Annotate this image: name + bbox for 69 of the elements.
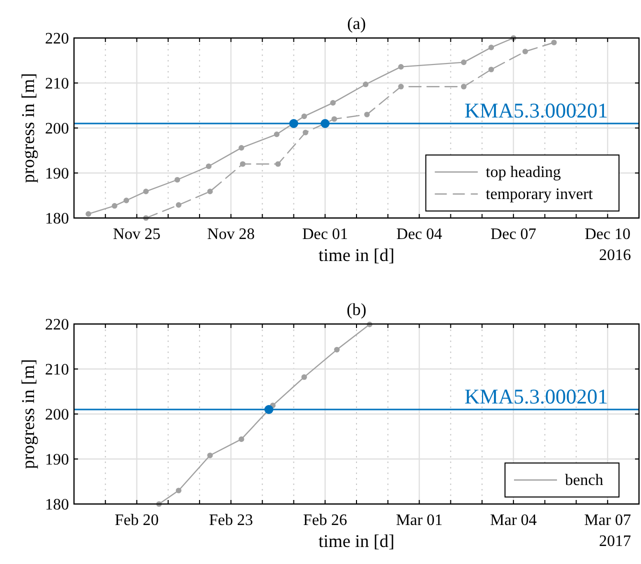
x-tick-label: Dec 04 bbox=[396, 226, 442, 243]
point bbox=[86, 211, 92, 217]
y-tick-label: 190 bbox=[45, 166, 69, 182]
chart-title: (b) bbox=[346, 300, 366, 319]
x-tick-label: Nov 25 bbox=[112, 226, 161, 243]
y-tick-label: 180 bbox=[45, 496, 69, 514]
x-tick-label: Mar 04 bbox=[490, 512, 537, 529]
x-tick-label: Dec 10 bbox=[584, 226, 630, 243]
point bbox=[112, 203, 118, 209]
y-tick-label: 200 bbox=[45, 406, 69, 424]
point bbox=[206, 163, 212, 170]
y-tick-label: 210 bbox=[45, 362, 69, 378]
point bbox=[289, 119, 298, 128]
point bbox=[301, 114, 307, 120]
point bbox=[522, 48, 528, 54]
chart-title: (a) bbox=[347, 14, 366, 33]
point bbox=[488, 44, 494, 50]
point bbox=[264, 405, 274, 414]
y-axis-title: progress in [m] bbox=[18, 359, 38, 469]
ref-line-label: KMA5.3.000201 bbox=[464, 98, 608, 122]
x-axis-title: time in [d] bbox=[318, 245, 394, 265]
point bbox=[331, 116, 338, 122]
point bbox=[330, 100, 336, 106]
point bbox=[398, 84, 404, 90]
point bbox=[143, 188, 149, 194]
point bbox=[334, 346, 340, 352]
point bbox=[364, 112, 370, 118]
legend-label: temporary invert bbox=[486, 186, 594, 203]
y-tick-label: 210 bbox=[45, 76, 69, 92]
point bbox=[460, 60, 467, 66]
point bbox=[320, 119, 330, 128]
y-tick-label: 180 bbox=[45, 210, 69, 228]
text: 2016 bbox=[599, 247, 631, 264]
point bbox=[398, 64, 404, 70]
point bbox=[124, 198, 130, 204]
point bbox=[551, 40, 557, 46]
text: 2017 bbox=[599, 533, 631, 550]
y-tick-label: 220 bbox=[45, 316, 69, 334]
y-tick-label: 220 bbox=[45, 30, 69, 48]
point bbox=[301, 374, 307, 380]
point bbox=[302, 130, 308, 136]
x-axis-title: time in [d] bbox=[318, 531, 394, 551]
point bbox=[176, 202, 182, 208]
x-tick-label: Feb 23 bbox=[208, 512, 253, 529]
legend-label: top heading bbox=[486, 164, 561, 181]
y-tick-label: 190 bbox=[45, 452, 69, 468]
y-axis-title: progress in [m] bbox=[18, 73, 38, 183]
point bbox=[488, 66, 494, 72]
x-tick-label: Dec 01 bbox=[302, 226, 348, 243]
y-tick-label: 200 bbox=[45, 120, 69, 138]
x-tick-label: Feb 26 bbox=[303, 512, 348, 529]
point bbox=[460, 84, 467, 90]
x-tick-label: Feb 20 bbox=[114, 512, 159, 529]
point bbox=[238, 145, 244, 151]
point bbox=[275, 161, 281, 167]
ref-line-label: KMA5.3.000201 bbox=[464, 384, 608, 408]
x-tick-label: Dec 07 bbox=[490, 226, 536, 243]
x-tick-label: Mar 01 bbox=[396, 512, 443, 529]
point bbox=[207, 452, 213, 458]
point bbox=[207, 188, 213, 194]
point bbox=[238, 436, 244, 442]
point bbox=[176, 488, 182, 494]
x-tick-label: Nov 28 bbox=[207, 226, 255, 243]
point bbox=[174, 176, 180, 183]
legend-label: bench bbox=[565, 472, 604, 489]
point bbox=[274, 132, 280, 138]
x-tick-label: Mar 07 bbox=[584, 512, 631, 529]
point bbox=[362, 82, 368, 88]
point bbox=[240, 161, 246, 167]
